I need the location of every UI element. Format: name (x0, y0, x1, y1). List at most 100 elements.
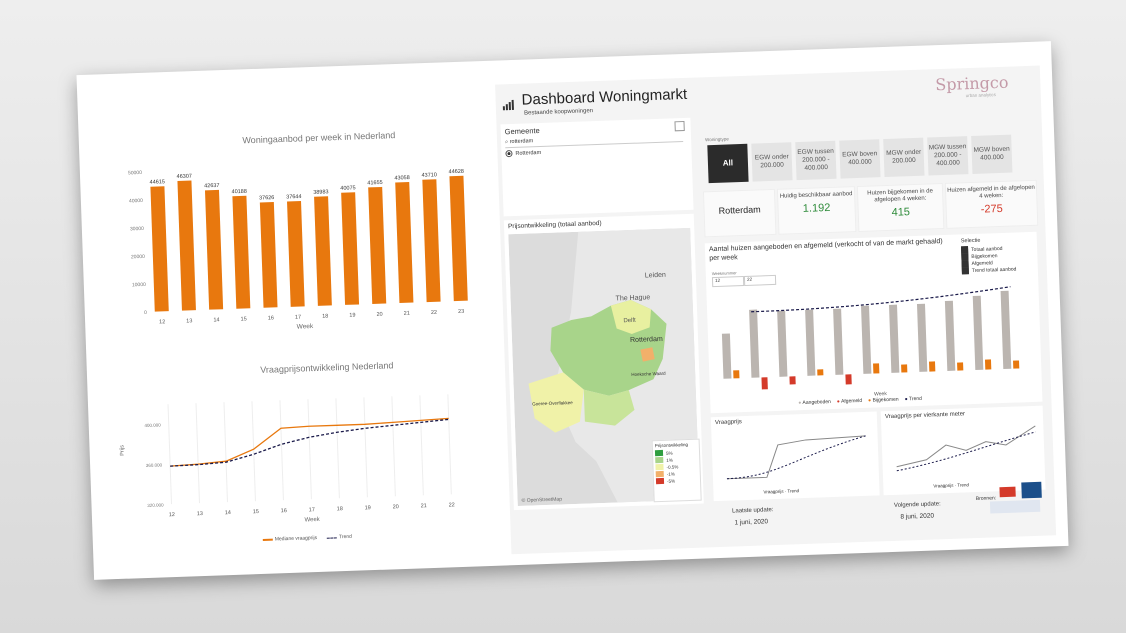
bar-value-label: 37626 (259, 195, 274, 202)
line-x-tick: 16 (281, 508, 287, 514)
legend-mediaan: Mediane vraagprijs (274, 535, 318, 543)
bar-value-label: 44628 (449, 169, 464, 176)
woningtype-tile-3[interactable]: EGW boven 400.000 (839, 139, 881, 179)
bar-value-label: 41655 (367, 180, 382, 187)
volgende-update: 8 juni, 2020 (900, 512, 935, 521)
woningtype-label: Woningtype (705, 136, 729, 143)
map-region-hoeksche[interactable] (583, 388, 635, 427)
bar-week-16[interactable] (259, 202, 278, 308)
line-y-tick: 400.000 (144, 422, 161, 428)
kpi-value: 1.192 (802, 201, 831, 215)
line-gridline (363, 397, 368, 498)
source-logo-icon-2 (1021, 481, 1042, 499)
source-logos-row (989, 499, 1041, 514)
kpi-card-3: Huizen afgemeld in de afgelopen 4 weken:… (944, 179, 1039, 229)
radio-rotterdam[interactable]: Rotterdam (505, 149, 542, 158)
bar-value-label: 43058 (394, 175, 409, 182)
radio-label: Rotterdam (515, 149, 542, 157)
line-x-tick: 20 (393, 504, 399, 510)
bar-week-15[interactable] (232, 195, 251, 309)
kpi-label (704, 194, 774, 196)
woningtype-tile-0[interactable]: All (707, 143, 749, 184)
bar-week-13[interactable] (177, 180, 196, 311)
bar-x-axis-label: Week (297, 323, 314, 331)
bar-x-tick: 14 (213, 317, 219, 323)
bar-x-tick: 21 (404, 311, 410, 317)
kpi-value: Rotterdam (718, 204, 761, 216)
line-x-tick: 14 (225, 510, 231, 516)
bar-y-tick: 0 (144, 310, 147, 316)
line-series-0 (170, 417, 449, 467)
line-gridline (195, 403, 200, 504)
map-title: Prijsontwikkeling (totaal aanbod) (507, 219, 602, 231)
map-credit: © OpenStreetMap (521, 495, 562, 503)
trend-chart-panel: Aantal huizen aangeboden en afgemeld (ve… (704, 231, 1043, 414)
clear-filter-icon[interactable] (674, 120, 685, 132)
woningtype-tile-5[interactable]: MGW tussen 200.000 - 400.000 (927, 136, 969, 176)
map-region-goeree[interactable] (528, 372, 585, 434)
selectie-label: Selectie (960, 237, 981, 245)
selectie-panel: Selectie Totaal aanbod Bijgekomen Afgeme… (961, 237, 1017, 275)
bar-value-label: 40075 (340, 185, 355, 192)
bar-y-tick: 30000 (130, 226, 144, 232)
bar-value-label: 37644 (286, 194, 301, 201)
bar-week-19[interactable] (341, 192, 360, 305)
bar-chart-title: Woningaanbod per week in Nederland (242, 130, 396, 146)
springco-logo-sub: urban analytics (965, 92, 997, 99)
kpi-value: -275 (980, 202, 1003, 216)
bar-week-20[interactable] (368, 186, 387, 304)
bar-x-tick: 17 (295, 314, 301, 320)
line-x-tick: 12 (169, 512, 175, 518)
laatste-update-label: Laatste update: (732, 507, 774, 515)
laatste-update: 1 juni, 2020 (734, 518, 769, 527)
bar-value-label: 42637 (204, 183, 219, 190)
bar-y-tick: 10000 (132, 282, 146, 288)
bar-week-23[interactable] (449, 175, 468, 302)
bar-y-tick: 20000 (131, 254, 145, 260)
bar-week-12[interactable] (150, 186, 169, 312)
bar-week-17[interactable] (287, 201, 305, 307)
line-x-axis-label: Week (304, 517, 320, 524)
line-gridline (223, 402, 228, 503)
dashboard-subtitle: Bestaande koopwoningen (523, 108, 594, 117)
line-gridline (251, 401, 256, 502)
line-gridline (307, 399, 312, 500)
vraagprijs-panel: Vraagprijs Vraagprijs · Trend (710, 411, 880, 502)
legend-1pct: 1% (666, 457, 673, 463)
line-y-tick: 360.000 (146, 462, 163, 468)
bar-week-14[interactable] (204, 189, 224, 310)
woningtype-tile-6[interactable]: MGW boven 400.000 (971, 134, 1013, 174)
bar-x-tick: 19 (349, 313, 355, 319)
bar-value-label: 46307 (177, 174, 192, 181)
map-panel: Prijsontwikkeling (totaal aanbod) Leiden… (503, 213, 704, 511)
gemeente-panel: Gemeente ⌕ rotterdam Rotterdam (500, 117, 694, 217)
map-region-rotterdam[interactable] (610, 299, 652, 334)
week-to-input[interactable]: 22 (743, 274, 777, 286)
kpi-label: Huizen afgemeld in de afgelopen 4 weken: (947, 184, 1035, 200)
springco-logo: Springco (935, 72, 1009, 95)
line-gridline (279, 400, 284, 501)
bar-chart: 0 10000 20000 30000 40000 50000 44615 12 46307 13… (128, 169, 468, 331)
line-chart-title: Vraagprijsontwikkeling Nederland (260, 360, 394, 375)
bar-week-22[interactable] (422, 179, 441, 303)
bar-x-tick: 13 (186, 318, 192, 324)
woningtype-tile-4[interactable]: MGW onder 200.000 (883, 137, 925, 178)
woningtype-tile-2[interactable]: EGW tussen 200.000 - 400.000 (795, 140, 837, 181)
trend-chart-svg: Week (721, 286, 1020, 398)
map-svg[interactable]: Leiden The Hague Delft Rotterdam Goeree-… (508, 227, 700, 507)
gemeente-label: Gemeente (504, 126, 540, 137)
line-gridline (167, 404, 173, 505)
map-region-orange[interactable] (640, 347, 655, 362)
bar-week-21[interactable] (395, 182, 414, 304)
woningtype-tile-1[interactable]: EGW onder 200.000 (751, 142, 793, 182)
bar-x-tick: 23 (458, 309, 464, 315)
selectie-trend[interactable]: Trend totaal aanbod (961, 265, 1017, 275)
vraagprijs-title: Vraagprijs (714, 419, 742, 427)
map-label-delft: Delft (623, 318, 636, 324)
trend-line (751, 286, 1011, 313)
volgende-update-label: Volgende update: (893, 501, 941, 509)
bar-week-18[interactable] (314, 196, 332, 306)
week-from-input[interactable]: 12 (711, 275, 745, 288)
map-label-the-hague: The Hague (616, 294, 651, 302)
line-chart: 12 13 14 15 16 17 18 19 20 21 22 320.000 360.000 400.… (119, 394, 455, 524)
